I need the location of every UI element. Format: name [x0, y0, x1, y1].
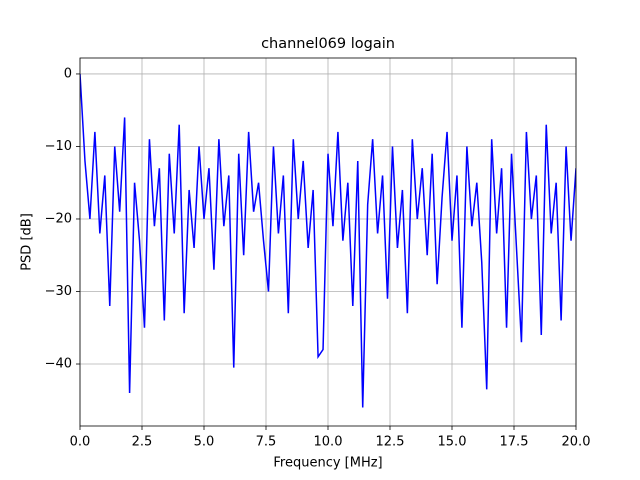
x-tick-label: 7.5 — [256, 435, 277, 450]
x-tick-label: 5.0 — [194, 435, 215, 450]
data-line — [80, 73, 576, 408]
y-tick-label: −20 — [45, 211, 72, 226]
chart-title: channel069 logain — [261, 36, 395, 52]
y-tick-label: −30 — [45, 284, 72, 299]
y-tick-label: −10 — [45, 139, 72, 154]
x-axis-label: Frequency [MHz] — [273, 456, 382, 471]
x-tick-label: 0.0 — [70, 435, 91, 450]
x-tick-label: 10.0 — [314, 435, 343, 450]
y-tick-label: −40 — [45, 357, 72, 372]
y-tick-label: 0 — [64, 66, 72, 81]
plot-frame — [79, 57, 577, 427]
x-tick-label: 20.0 — [562, 435, 591, 450]
y-axis-label: PSD [dB] — [20, 213, 35, 271]
x-tick-label: 17.5 — [500, 435, 529, 450]
x-tick-label: 15.0 — [438, 435, 467, 450]
x-tick-label: 2.5 — [132, 435, 153, 450]
x-tick-label: 12.5 — [376, 435, 405, 450]
